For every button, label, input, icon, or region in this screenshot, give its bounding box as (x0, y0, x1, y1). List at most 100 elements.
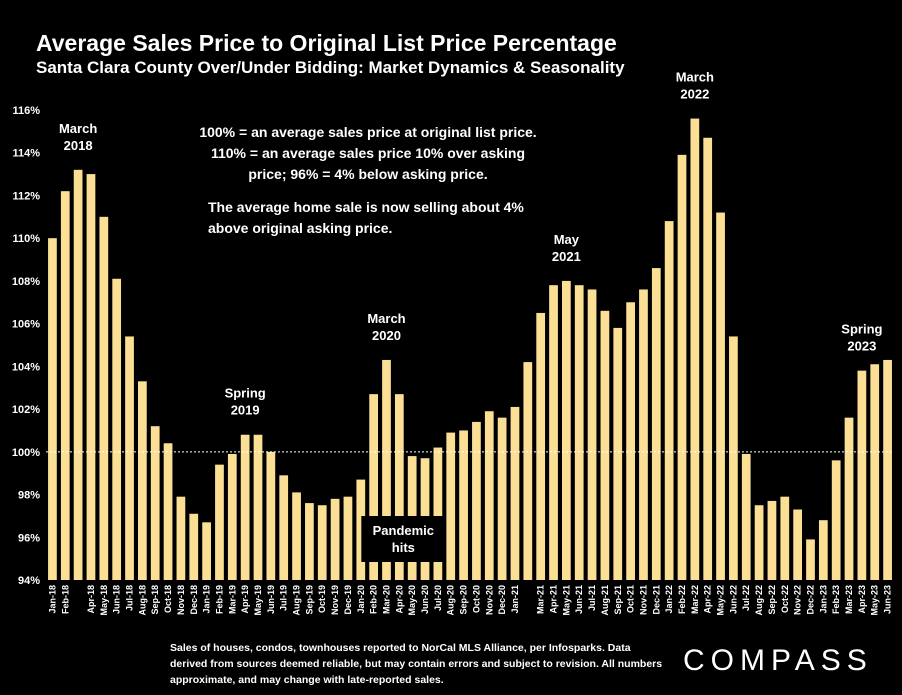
note-line-2: The average home sale is now selling abo… (208, 199, 524, 236)
bar-oct-19 (317, 505, 327, 580)
x-tick-label: Apr-21 (549, 585, 559, 614)
compass-logo: COMPASS (683, 644, 873, 677)
bar-oct-21 (626, 302, 635, 580)
x-tick-label: Jun-19 (266, 585, 276, 614)
x-tick-label: Apr-18 (86, 585, 96, 614)
bar-dec-18 (189, 513, 199, 580)
y-tick-label: 102% (12, 404, 40, 416)
annotation-label: Pandemic (373, 523, 434, 538)
annotation-label: 2019 (231, 403, 260, 418)
chart-title: Average Sales Price to Original List Pri… (36, 30, 617, 56)
x-tick-label: Aug-20 (446, 585, 456, 616)
bar-aug-18 (138, 381, 147, 580)
x-tick-label: Sep-21 (613, 585, 623, 615)
source-footnote: Sales of houses, condos, townhouses repo… (170, 642, 663, 686)
y-tick-label: 106% (12, 319, 40, 331)
x-tick-label: May-22 (716, 585, 726, 616)
bar-nov-21 (639, 289, 648, 580)
bar-feb-22 (677, 154, 687, 581)
bar-sep-18 (150, 426, 160, 580)
x-tick-label: May-21 (561, 585, 571, 616)
bar-chart: 94% 96% 98% 100% 102% 104% 106% 108% 110% 112% 114… (12, 70, 894, 616)
bar-apr-19 (240, 434, 250, 580)
bar-jun-18 (112, 278, 122, 580)
x-tick-label: Apr-20 (394, 585, 404, 614)
bar-jul-20 (433, 447, 443, 580)
x-tick-label: Jul-21 (587, 585, 597, 611)
y-tick-label: 110% (12, 233, 40, 245)
x-tick-label: Jan-19 (202, 585, 212, 614)
annotation-label: hits (392, 540, 415, 555)
x-tick-label: Feb-23 (831, 585, 841, 614)
y-tick-label: 96% (18, 532, 40, 544)
y-tick-label: 108% (12, 276, 40, 288)
x-tick-label: Sep-19 (304, 585, 314, 615)
annotation-label: 2021 (552, 249, 581, 264)
bar-nov-20 (484, 411, 494, 580)
x-tick-label: Jun-21 (574, 585, 584, 614)
x-tick-label: Jun-22 (728, 585, 738, 614)
bar-jan-22 (664, 221, 674, 580)
y-tick-label: 116% (12, 105, 40, 117)
x-tick-label: Dec-18 (189, 585, 199, 615)
x-tick-label: Mar-22 (690, 585, 700, 614)
x-tick-label: Jun-18 (112, 585, 122, 614)
bar-oct-18 (163, 443, 173, 580)
x-tick-label: Jan-18 (47, 585, 57, 614)
bar-feb-19 (215, 464, 224, 580)
x-tick-label: Feb-18 (60, 585, 70, 614)
bar-jul-22 (741, 453, 751, 580)
y-tick-label: 104% (12, 361, 40, 373)
bar-apr-18 (86, 174, 96, 580)
bar-dec-19 (343, 496, 353, 580)
x-tick-label: Dec-21 (651, 585, 661, 615)
x-tick-label: Nov-22 (793, 585, 803, 615)
x-tick-label: Aug-22 (754, 585, 764, 616)
annotation-label: Spring (841, 322, 882, 337)
x-tick-label: Apr-23 (857, 585, 867, 614)
bar-nov-18 (176, 496, 186, 580)
bar-aug-22 (754, 505, 764, 580)
y-tick-label: 114% (12, 148, 40, 160)
x-tick-label: Jan-22 (664, 585, 674, 614)
annotation-label: 2020 (372, 328, 401, 343)
annotation-label: 2023 (847, 339, 876, 354)
x-tick-label: Mar-21 (536, 585, 546, 614)
x-tick-label: Feb-19 (214, 585, 224, 614)
x-tick-label: Sep-22 (767, 585, 777, 615)
bar-jan-20 (356, 479, 366, 580)
bar-mar-18 (73, 169, 83, 580)
bar-mar-19 (227, 453, 237, 580)
bar-may-18 (99, 216, 109, 580)
x-tick-label: Jan-20 (356, 585, 366, 614)
x-tick-label: Jan-21 (510, 585, 520, 614)
bar-jul-18 (125, 336, 134, 580)
bar-sep-22 (767, 500, 777, 580)
x-tick-label: Nov-18 (176, 585, 186, 615)
x-tick-label: Aug-19 (292, 585, 302, 616)
bar-feb-21 (523, 362, 533, 580)
y-tick-label: 98% (18, 490, 40, 502)
bar-oct-20 (472, 421, 481, 580)
bar-may-22 (716, 212, 725, 581)
x-tick-label: Oct-18 (163, 585, 173, 613)
x-tick-label: Oct-21 (626, 585, 636, 613)
annotation-box (361, 516, 446, 562)
y-tick-label: 100% (12, 447, 40, 459)
bar-may-19 (253, 434, 263, 580)
explanation-note: 100% = an average sales price at origina… (190, 122, 546, 251)
x-tick-label: Apr-19 (240, 585, 250, 614)
x-tick-label: May-18 (99, 585, 109, 616)
annotation-label: 2018 (64, 138, 93, 153)
bar-jan-21 (510, 406, 520, 580)
x-tick-label: Jul-19 (279, 585, 289, 611)
x-tick-label: Mar-19 (227, 585, 237, 614)
bar-jan-23 (818, 520, 828, 580)
bar-oct-22 (780, 496, 790, 580)
x-tick-label: Jul-20 (433, 585, 443, 611)
bar-feb-20 (369, 394, 379, 580)
x-tick-label: Oct-20 (471, 585, 481, 613)
bar-may-21 (562, 280, 571, 580)
bar-apr-23 (857, 370, 867, 580)
